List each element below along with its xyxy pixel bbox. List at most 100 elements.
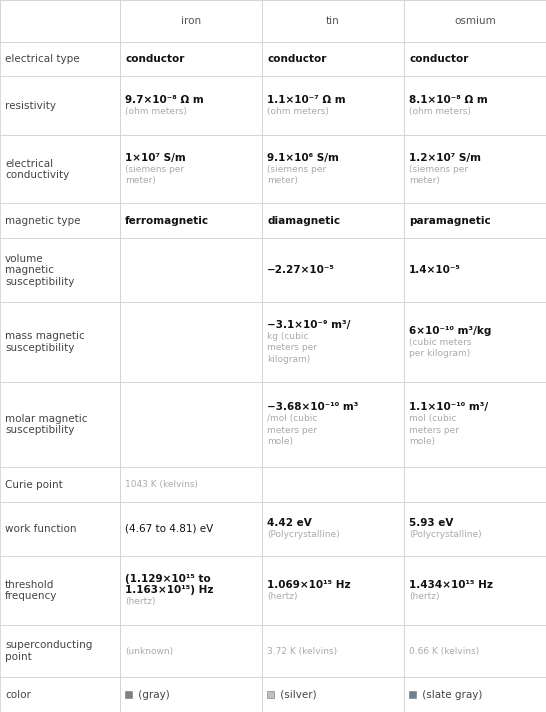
- Text: (1.129×10¹⁵ to: (1.129×10¹⁵ to: [125, 574, 211, 584]
- Bar: [0, 238, 120, 302]
- Bar: [120, 625, 262, 677]
- Text: osmium: osmium: [454, 16, 496, 26]
- Bar: [120, 238, 262, 302]
- Text: (ohm meters): (ohm meters): [409, 108, 471, 116]
- Bar: [262, 382, 404, 467]
- Text: (siemens per: (siemens per: [125, 164, 184, 174]
- Text: (Polycrystalline): (Polycrystalline): [409, 530, 482, 539]
- Text: (gray): (gray): [135, 690, 170, 700]
- Bar: [262, 135, 404, 203]
- Bar: [0, 0, 120, 42]
- Text: (hertz): (hertz): [267, 592, 298, 601]
- Bar: [404, 502, 546, 555]
- Bar: [404, 677, 546, 712]
- Text: threshold: threshold: [5, 580, 55, 590]
- Bar: [0, 302, 120, 382]
- Bar: [267, 691, 274, 698]
- Bar: [120, 302, 262, 382]
- Bar: [404, 625, 546, 677]
- Text: conductor: conductor: [409, 54, 468, 64]
- Text: (4.67 to 4.81) eV: (4.67 to 4.81) eV: [125, 524, 213, 534]
- Bar: [262, 42, 404, 76]
- Text: ferromagnetic: ferromagnetic: [125, 216, 209, 226]
- Bar: [120, 135, 262, 203]
- Bar: [0, 625, 120, 677]
- Text: paramagnetic: paramagnetic: [409, 216, 491, 226]
- Text: magnetic: magnetic: [5, 265, 54, 275]
- Text: 8.1×10⁻⁸ Ω m: 8.1×10⁻⁸ Ω m: [409, 95, 488, 105]
- Bar: [262, 677, 404, 712]
- Bar: [404, 42, 546, 76]
- Bar: [404, 467, 546, 502]
- Bar: [404, 238, 546, 302]
- Text: color: color: [5, 690, 31, 700]
- Text: electrical type: electrical type: [5, 54, 80, 64]
- Bar: [0, 135, 120, 203]
- Text: 1.2×10⁷ S/m: 1.2×10⁷ S/m: [409, 153, 481, 163]
- Bar: [120, 0, 262, 42]
- Text: 4.42 eV: 4.42 eV: [267, 518, 312, 528]
- Text: 1.163×10¹⁵) Hz: 1.163×10¹⁵) Hz: [125, 585, 213, 595]
- Bar: [0, 677, 120, 712]
- Text: iron: iron: [181, 16, 201, 26]
- Bar: [120, 502, 262, 555]
- Bar: [262, 467, 404, 502]
- Text: mass magnetic: mass magnetic: [5, 331, 85, 341]
- Text: 9.1×10⁶ S/m: 9.1×10⁶ S/m: [267, 153, 339, 163]
- Bar: [262, 203, 404, 238]
- Text: (hertz): (hertz): [125, 597, 156, 607]
- Text: meters per: meters per: [267, 343, 317, 352]
- Text: (cubic meters: (cubic meters: [409, 337, 472, 347]
- Bar: [404, 555, 546, 625]
- Text: superconducting: superconducting: [5, 641, 92, 651]
- Text: −3.1×10⁻⁹ m³/: −3.1×10⁻⁹ m³/: [267, 320, 351, 330]
- Text: mole): mole): [267, 437, 293, 446]
- Bar: [120, 467, 262, 502]
- Bar: [0, 203, 120, 238]
- Text: meter): meter): [267, 177, 298, 185]
- Text: meter): meter): [125, 177, 156, 185]
- Text: 5.93 eV: 5.93 eV: [409, 518, 453, 528]
- Text: 1.069×10¹⁵ Hz: 1.069×10¹⁵ Hz: [267, 580, 351, 590]
- Text: resistivity: resistivity: [5, 101, 56, 111]
- Text: 1043 K (kelvins): 1043 K (kelvins): [125, 480, 198, 489]
- Bar: [0, 76, 120, 135]
- Text: conductivity: conductivity: [5, 170, 69, 180]
- Text: 6×10⁻¹⁰ m³/kg: 6×10⁻¹⁰ m³/kg: [409, 325, 491, 335]
- Bar: [262, 0, 404, 42]
- Text: electrical: electrical: [5, 159, 53, 169]
- Text: 1.434×10¹⁵ Hz: 1.434×10¹⁵ Hz: [409, 580, 493, 590]
- Text: Curie point: Curie point: [5, 479, 63, 490]
- Text: susceptibility: susceptibility: [5, 343, 74, 353]
- Text: volume: volume: [5, 253, 44, 263]
- Text: kg (cubic: kg (cubic: [267, 332, 308, 341]
- Text: per kilogram): per kilogram): [409, 349, 470, 358]
- Text: −3.68×10⁻¹⁰ m³: −3.68×10⁻¹⁰ m³: [267, 402, 359, 412]
- Text: susceptibility: susceptibility: [5, 276, 74, 286]
- Text: point: point: [5, 652, 32, 662]
- Text: 9.7×10⁻⁸ Ω m: 9.7×10⁻⁸ Ω m: [125, 95, 204, 105]
- Bar: [0, 42, 120, 76]
- Bar: [0, 502, 120, 555]
- Text: 1.1×10⁻⁷ Ω m: 1.1×10⁻⁷ Ω m: [267, 95, 346, 105]
- Text: magnetic type: magnetic type: [5, 216, 80, 226]
- Text: susceptibility: susceptibility: [5, 425, 74, 435]
- Text: (ohm meters): (ohm meters): [125, 108, 187, 116]
- Text: kilogram): kilogram): [267, 355, 310, 364]
- Text: (silver): (silver): [277, 690, 317, 700]
- Text: frequency: frequency: [5, 591, 57, 601]
- Bar: [404, 76, 546, 135]
- Text: 0.66 K (kelvins): 0.66 K (kelvins): [409, 646, 479, 656]
- Text: mol (cubic: mol (cubic: [409, 414, 456, 424]
- Text: meters per: meters per: [267, 426, 317, 435]
- Text: diamagnetic: diamagnetic: [267, 216, 340, 226]
- Text: (siemens per: (siemens per: [409, 164, 468, 174]
- Text: (slate gray): (slate gray): [419, 690, 483, 700]
- Text: (unknown): (unknown): [125, 646, 173, 656]
- Text: −2.27×10⁻⁵: −2.27×10⁻⁵: [267, 265, 335, 275]
- Bar: [120, 677, 262, 712]
- Text: 1×10⁷ S/m: 1×10⁷ S/m: [125, 153, 186, 163]
- Bar: [262, 76, 404, 135]
- Bar: [404, 0, 546, 42]
- Bar: [262, 238, 404, 302]
